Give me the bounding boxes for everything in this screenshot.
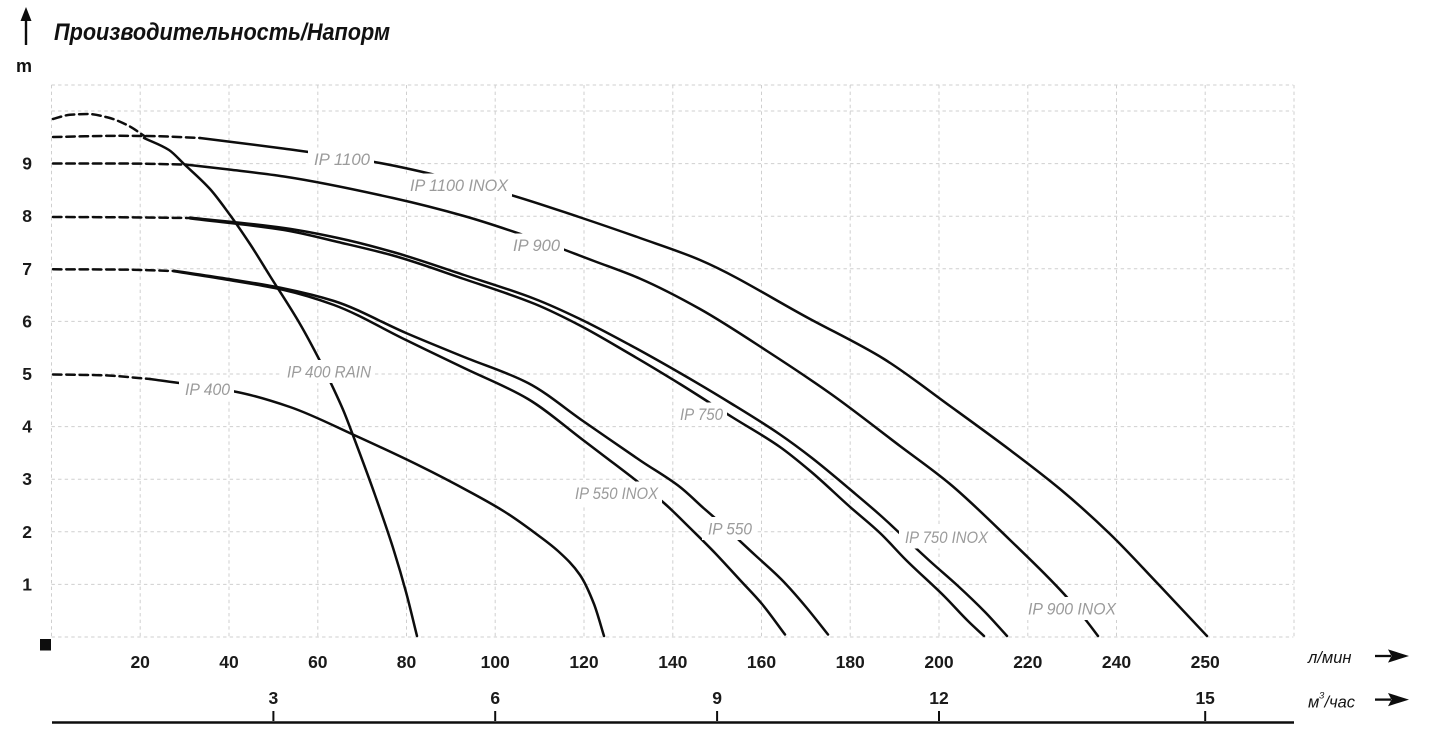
svg-text:IP 1100: IP 1100 (314, 150, 371, 169)
svg-text:IP 900: IP 900 (513, 236, 561, 255)
svg-text:200: 200 (924, 652, 953, 672)
svg-text:IP 400: IP 400 (185, 380, 230, 399)
svg-text:15: 15 (1195, 688, 1215, 708)
svg-text:8: 8 (22, 206, 32, 226)
svg-text:100: 100 (481, 652, 510, 672)
svg-text:6: 6 (490, 688, 500, 708)
svg-text:m: m (16, 56, 32, 76)
svg-text:5: 5 (22, 364, 32, 384)
svg-text:7: 7 (22, 259, 32, 279)
svg-text:IP 750: IP 750 (680, 405, 723, 424)
svg-text:1: 1 (22, 574, 32, 594)
svg-text:9: 9 (22, 154, 32, 174)
svg-text:IP 750 INOX: IP 750 INOX (905, 528, 989, 547)
svg-text:3: 3 (22, 469, 32, 489)
svg-text:20: 20 (130, 652, 150, 672)
svg-text:180: 180 (836, 652, 865, 672)
svg-text:2: 2 (22, 522, 32, 542)
svg-text:40: 40 (219, 652, 239, 672)
svg-text:250: 250 (1191, 652, 1220, 672)
svg-text:12: 12 (929, 688, 949, 708)
svg-text:м: м (1308, 694, 1319, 712)
svg-text:IP 550: IP 550 (708, 520, 752, 539)
svg-text:IP 900 INOX: IP 900 INOX (1028, 600, 1117, 619)
svg-text:Производительность/Напорм: Производительность/Напорм (54, 19, 390, 46)
svg-text:140: 140 (658, 652, 687, 672)
svg-text:/час: /час (1324, 694, 1356, 712)
svg-text:4: 4 (22, 417, 32, 437)
svg-text:220: 220 (1013, 652, 1042, 672)
svg-text:IP 1100 INOX: IP 1100 INOX (410, 176, 509, 195)
svg-text:160: 160 (747, 652, 776, 672)
svg-text:л/мин: л/мин (1307, 649, 1351, 667)
svg-text:120: 120 (569, 652, 598, 672)
svg-text:6: 6 (22, 311, 32, 331)
svg-text:3: 3 (1319, 691, 1325, 702)
svg-text:60: 60 (308, 652, 328, 672)
svg-text:3: 3 (269, 688, 279, 708)
svg-text:IP 400 RAIN: IP 400 RAIN (287, 363, 372, 382)
svg-text:240: 240 (1102, 652, 1131, 672)
svg-text:IP 550 INOX: IP 550 INOX (575, 484, 659, 503)
svg-text:80: 80 (397, 652, 417, 672)
svg-text:9: 9 (712, 688, 722, 708)
